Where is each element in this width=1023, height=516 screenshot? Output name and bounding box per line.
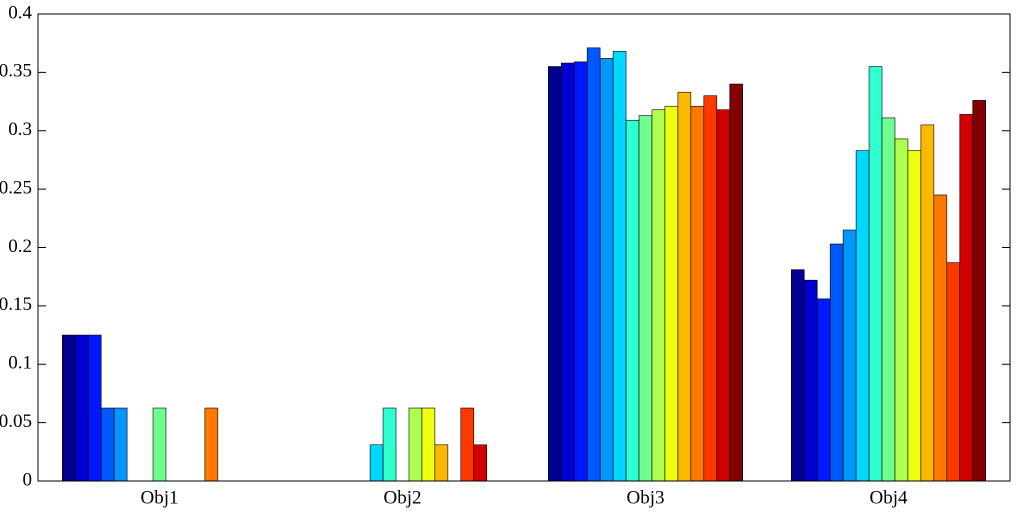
bar [612,51,627,482]
x-tick-label: Obj4 [870,487,909,508]
bar [690,105,705,482]
bar [560,62,575,482]
bar [920,124,935,482]
x-tick-label: Obj3 [627,487,665,508]
bar [382,407,397,482]
bar [625,119,640,482]
bar [716,109,731,482]
bar [855,150,870,482]
x-tick-label: Obj2 [384,487,422,508]
bar [729,83,743,482]
bar [369,444,384,482]
y-tick-label: 0.05 [0,411,32,432]
bar [113,407,128,482]
y-tick-label: 0.1 [8,353,32,374]
bar [408,407,423,482]
bar [460,407,475,482]
bar [547,66,562,482]
bar [881,117,896,482]
bar [703,95,718,482]
bar [907,150,922,482]
y-tick-label: 0.3 [8,119,32,140]
y-tick-label: 0.25 [0,177,32,198]
bar [87,334,102,482]
bar [74,334,89,482]
bar [152,407,167,482]
bar [803,279,818,482]
bar [972,100,986,482]
y-tick-label: 0.15 [0,294,32,315]
y-tick-label: 0.35 [0,61,32,82]
y-tick-label: 0.4 [8,2,32,23]
bar [100,407,115,482]
bar [868,66,883,482]
y-tick-label: 0.2 [8,236,32,257]
bar [959,114,974,482]
bar [586,47,601,482]
bar [894,138,909,482]
bar [434,444,449,482]
bar [842,229,857,482]
bar [61,334,76,482]
bar [573,61,588,482]
bar [664,105,679,482]
bar [421,407,436,482]
bar [790,269,805,482]
bar [638,115,653,482]
bar [829,243,844,482]
plot-frame [37,13,1011,482]
bar [946,262,961,482]
bar [816,298,831,482]
x-tick-label: Obj1 [141,487,179,508]
bar [473,444,488,482]
bar [677,91,692,482]
y-tick-label: 0 [23,469,33,490]
bar [933,194,948,482]
bar [651,109,666,482]
bar [204,407,219,482]
bar [599,58,614,482]
